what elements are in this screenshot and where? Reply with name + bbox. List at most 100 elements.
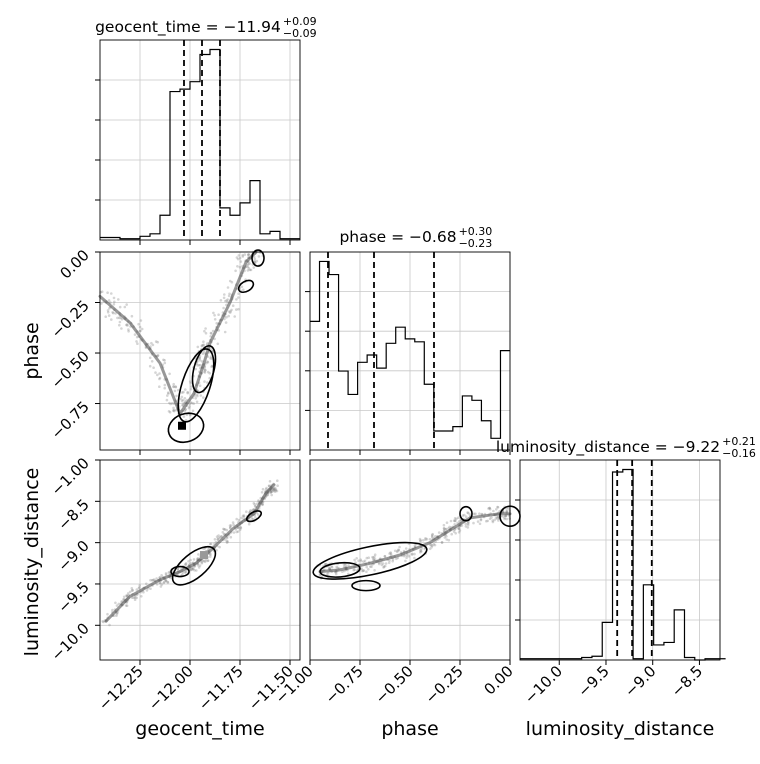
scatter-point bbox=[190, 385, 193, 388]
scatter-point bbox=[373, 555, 376, 559]
scatter-point bbox=[196, 364, 199, 367]
scatter-point bbox=[132, 596, 135, 599]
scatter-point bbox=[252, 508, 255, 512]
scatter-point bbox=[478, 522, 482, 526]
panel-geocent-hist-frame bbox=[99, 39, 301, 241]
scatter-point bbox=[154, 371, 157, 374]
scatter-point bbox=[209, 355, 213, 358]
scatter-point bbox=[209, 555, 212, 558]
scatter-point bbox=[227, 310, 231, 313]
scatter-point bbox=[134, 596, 137, 600]
scatter-point bbox=[184, 563, 187, 566]
scatter-point bbox=[492, 509, 495, 513]
scatter-point bbox=[206, 381, 209, 384]
phase-y-tick-label: −0.75 bbox=[48, 398, 93, 443]
scatter-point bbox=[466, 526, 470, 529]
scatter-point bbox=[180, 395, 184, 399]
scatter-point bbox=[168, 372, 171, 376]
scatter-point bbox=[137, 322, 140, 326]
scatter-point bbox=[194, 397, 197, 400]
scatter-point bbox=[164, 573, 168, 576]
scatter-point bbox=[269, 490, 273, 493]
scatter-point bbox=[467, 511, 470, 515]
scatter-point bbox=[494, 516, 498, 520]
scatter-point bbox=[464, 515, 468, 518]
scatter-point bbox=[192, 558, 196, 561]
scatter-point bbox=[418, 537, 422, 541]
scatter-point bbox=[195, 400, 199, 404]
scatter-point bbox=[190, 567, 194, 570]
luminosity-distance-y-tick-label: −10.0 bbox=[48, 619, 93, 664]
scatter-point bbox=[433, 543, 437, 547]
scatter-point bbox=[264, 488, 268, 491]
panel-lumdist-hist-frame bbox=[519, 459, 721, 661]
scatter-point bbox=[255, 259, 259, 263]
scatter-point bbox=[225, 536, 229, 540]
scatter-point bbox=[464, 522, 468, 526]
scatter-point bbox=[236, 530, 240, 533]
scatter-point bbox=[111, 311, 114, 314]
scatter-point bbox=[373, 553, 377, 556]
luminosity-distance-histogram bbox=[520, 468, 726, 661]
scatter-point bbox=[242, 515, 246, 518]
scatter-point bbox=[206, 370, 210, 374]
scatter-point bbox=[330, 565, 333, 568]
scatter-point bbox=[371, 555, 374, 559]
scatter-point bbox=[431, 536, 434, 539]
scatter-point bbox=[272, 489, 276, 492]
scatter-point bbox=[145, 582, 148, 586]
scatter-point bbox=[118, 320, 122, 324]
title-sub: −0.23 bbox=[459, 237, 493, 250]
scatter-point bbox=[395, 550, 399, 554]
scatter-point bbox=[196, 394, 199, 398]
scatter-point bbox=[188, 380, 192, 383]
scatter-point bbox=[156, 354, 159, 358]
scatter-point bbox=[369, 565, 372, 568]
scatter-point bbox=[159, 581, 162, 585]
scatter-point bbox=[247, 253, 251, 256]
scatter-point bbox=[222, 528, 226, 531]
scatter-point bbox=[362, 569, 366, 572]
scatter-point bbox=[201, 352, 205, 356]
scatter-point bbox=[247, 522, 251, 526]
scatter-point bbox=[246, 269, 250, 272]
title-main: phase = −0.68 bbox=[339, 228, 456, 246]
scatter-point bbox=[472, 512, 476, 516]
scatter-point bbox=[172, 408, 176, 412]
scatter-point bbox=[354, 561, 357, 564]
scatter-point bbox=[450, 532, 454, 536]
luminosity-distance-x-tick-label: −9.0 bbox=[621, 662, 659, 700]
scatter-point bbox=[235, 298, 238, 301]
scatter-point bbox=[125, 594, 129, 598]
x-axis-label-geocent-time: geocent_time bbox=[135, 718, 264, 740]
scatter-point bbox=[195, 393, 199, 396]
scatter-point bbox=[217, 313, 220, 317]
phase-histogram bbox=[310, 260, 510, 439]
scatter-point bbox=[115, 604, 119, 607]
scatter-point bbox=[202, 396, 205, 399]
contour bbox=[177, 348, 215, 423]
scatter-point bbox=[273, 490, 277, 494]
scatter-point bbox=[357, 559, 360, 563]
scatter-point bbox=[260, 491, 264, 494]
scatter-point bbox=[388, 552, 391, 555]
scatter-point bbox=[142, 590, 145, 594]
scatter-point bbox=[165, 398, 169, 402]
scatter-point bbox=[198, 564, 202, 567]
scatter-point bbox=[457, 527, 461, 530]
scatter-point bbox=[150, 578, 154, 582]
scatter-point bbox=[154, 340, 158, 343]
scatter-point bbox=[274, 489, 277, 492]
scatter-point bbox=[176, 567, 180, 570]
scatter-point bbox=[172, 409, 175, 412]
scatter-point bbox=[453, 523, 457, 526]
luminosity-distance-y-tick-label: −9.0 bbox=[54, 537, 92, 575]
scatter-point bbox=[110, 292, 113, 295]
scatter-point bbox=[247, 253, 250, 256]
title-sub: −0.09 bbox=[283, 27, 317, 40]
scatter-point bbox=[419, 551, 422, 554]
scatter-point bbox=[382, 565, 386, 568]
contour bbox=[245, 510, 263, 523]
scatter-point bbox=[423, 547, 427, 551]
